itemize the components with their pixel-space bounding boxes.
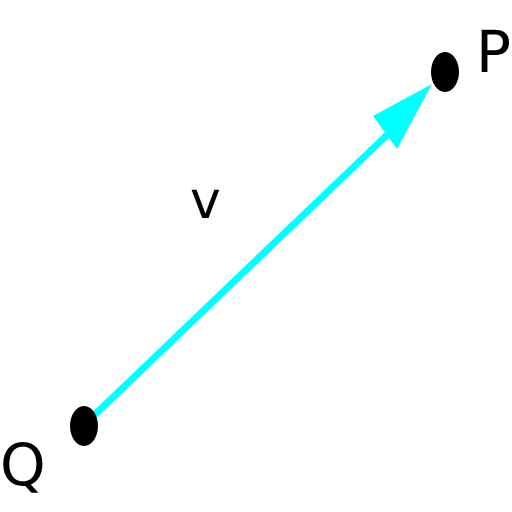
point-p-label: P bbox=[476, 18, 511, 86]
vector-label: v bbox=[190, 171, 221, 231]
point-q-dot bbox=[70, 406, 98, 446]
vector-arrowhead bbox=[373, 84, 432, 149]
point-q-label: Q bbox=[0, 431, 46, 499]
point-p-dot bbox=[431, 52, 459, 92]
vector-shaft bbox=[80, 131, 391, 429]
